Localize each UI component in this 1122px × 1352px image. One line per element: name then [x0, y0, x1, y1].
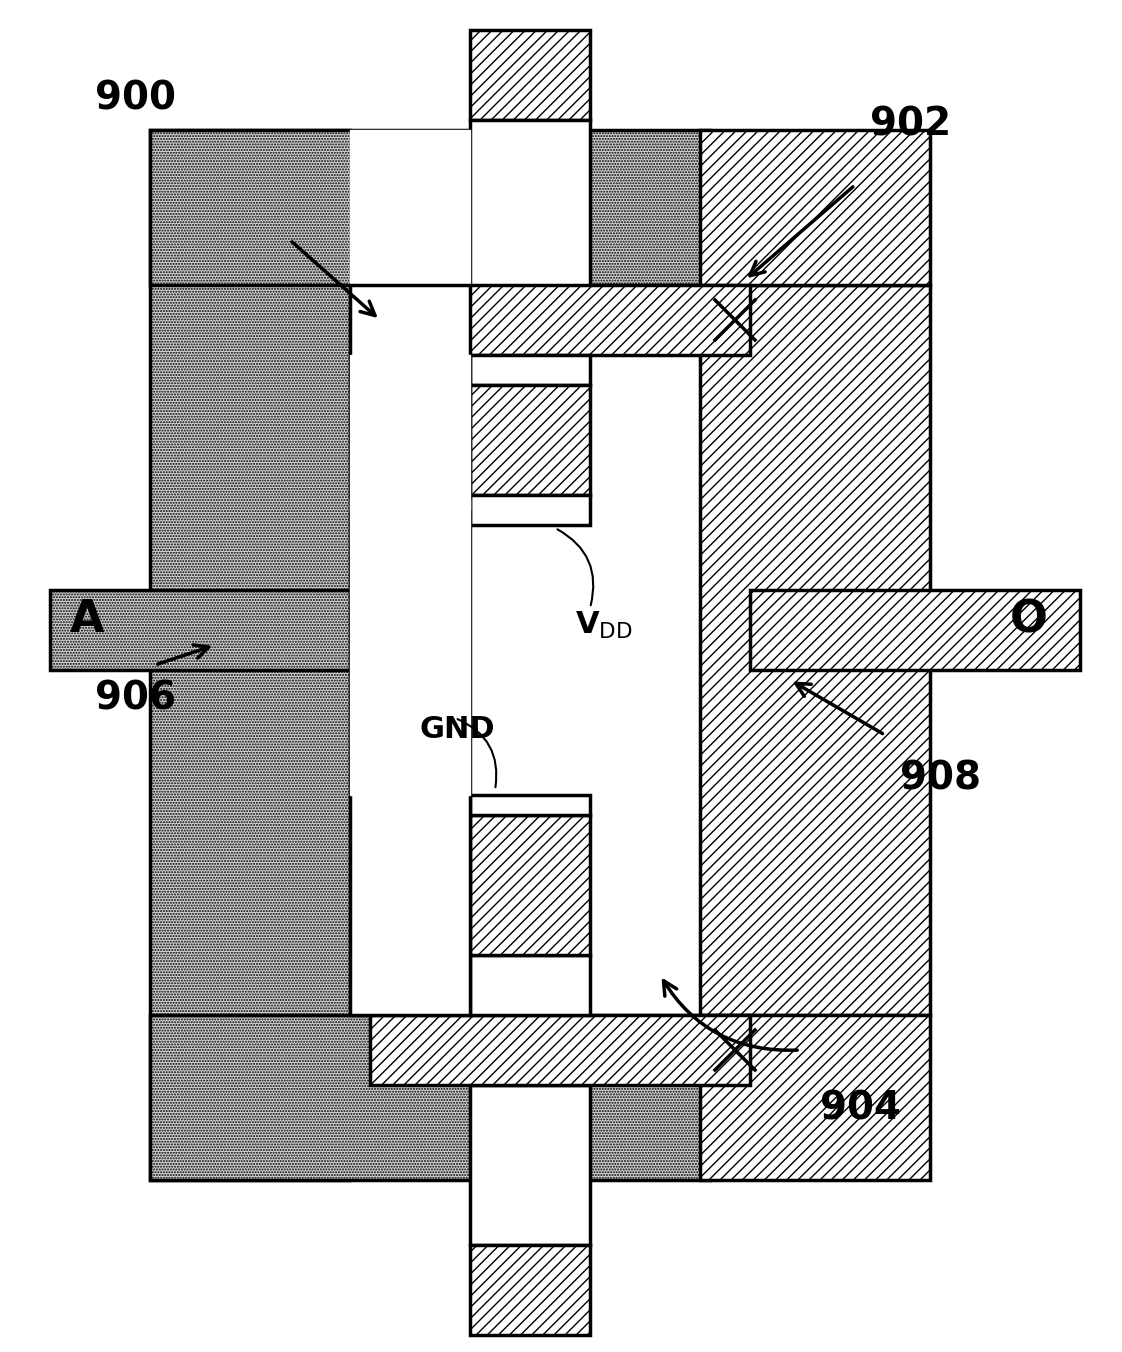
Bar — [350, 130, 470, 285]
Bar — [370, 285, 749, 356]
Bar — [150, 1015, 710, 1180]
Bar — [150, 130, 710, 285]
Bar — [470, 120, 590, 289]
Bar — [470, 356, 590, 385]
Bar — [470, 495, 590, 525]
Bar — [150, 130, 350, 1180]
Bar — [470, 955, 590, 1015]
Text: 904: 904 — [820, 1090, 901, 1128]
Text: O: O — [1010, 599, 1048, 641]
Bar — [350, 285, 470, 1015]
Text: V$_{\mathrm{DD}}$: V$_{\mathrm{DD}}$ — [574, 610, 633, 641]
Bar — [470, 385, 590, 495]
Text: 906: 906 — [95, 680, 176, 718]
Bar — [470, 795, 590, 815]
Bar — [700, 1015, 930, 1180]
Bar — [50, 589, 350, 671]
Text: A: A — [70, 599, 104, 641]
Bar — [370, 1015, 749, 1086]
Bar — [470, 1245, 590, 1334]
Bar — [700, 130, 930, 285]
Bar — [470, 30, 590, 120]
Text: GND: GND — [420, 715, 496, 744]
Bar — [470, 815, 590, 955]
Text: 902: 902 — [870, 105, 951, 143]
Bar — [749, 589, 1080, 671]
Bar — [470, 1086, 590, 1245]
Bar — [350, 500, 470, 795]
Bar — [700, 285, 930, 1015]
Text: 908: 908 — [900, 760, 981, 798]
Bar — [350, 356, 470, 510]
Text: 900: 900 — [95, 80, 176, 118]
